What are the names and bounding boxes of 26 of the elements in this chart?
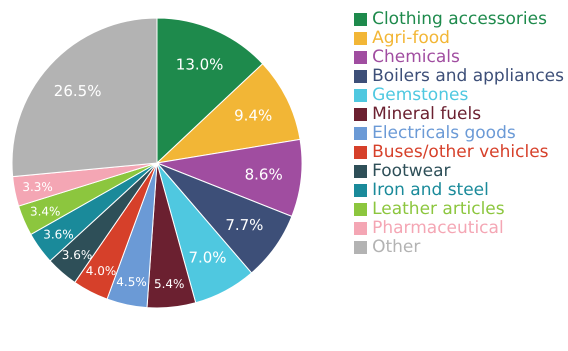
legend-label: Other — [372, 237, 420, 257]
legend-label: Mineral fuels — [372, 104, 482, 124]
data-label: 9.4% — [234, 106, 272, 124]
data-label: 8.6% — [244, 165, 283, 184]
data-label: 5.4% — [154, 277, 184, 292]
legend-label: Gemstones — [372, 85, 468, 105]
legend-label: Electricals goods — [372, 123, 516, 143]
data-label: 3.4% — [30, 204, 60, 218]
legend-label: Pharmaceutical — [372, 218, 504, 238]
data-label: 3.6% — [62, 248, 92, 262]
data-label: 4.0% — [86, 264, 116, 278]
data-label: 3.3% — [22, 180, 53, 194]
data-label: 7.7% — [225, 216, 264, 234]
data-label: 3.6% — [43, 228, 74, 242]
legend-label: Leather articles — [372, 199, 505, 219]
legend-label: Buses/other vehicles — [372, 142, 549, 162]
data-label: 7.0% — [188, 248, 227, 267]
legend-label: Agri-food — [372, 28, 450, 48]
data-label: 4.5% — [116, 275, 147, 290]
legend-label: Iron and steel — [372, 180, 489, 200]
legend-label: Boilers and appliances — [372, 66, 564, 86]
legend-label: Chemicals — [372, 47, 460, 67]
data-label: 13.0% — [176, 56, 224, 74]
data-label: 26.5% — [54, 82, 102, 100]
legend-label: Footwear — [372, 161, 451, 181]
legend-label: Clothing accessories — [372, 9, 547, 29]
